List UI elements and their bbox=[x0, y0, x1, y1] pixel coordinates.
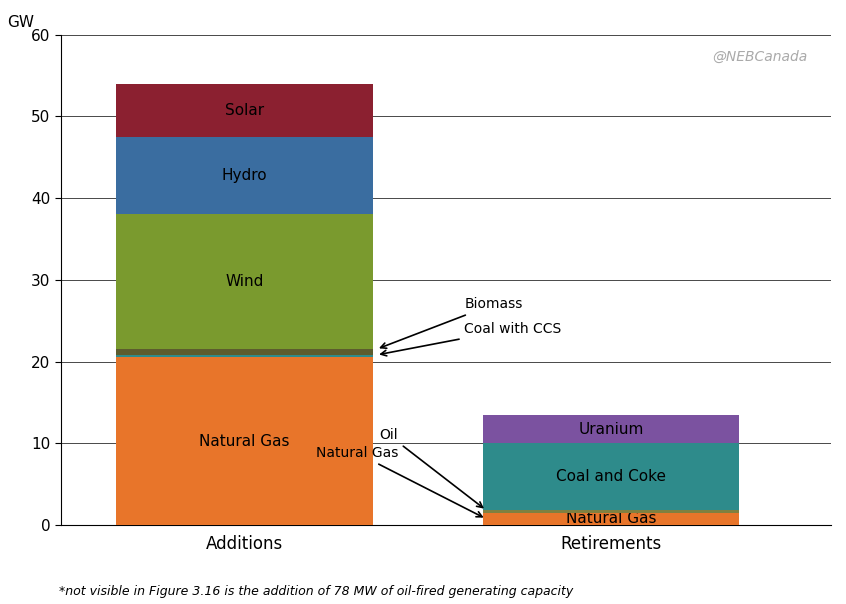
Bar bbox=[482, 415, 739, 443]
Text: Natural Gas: Natural Gas bbox=[199, 434, 289, 449]
Text: GW: GW bbox=[7, 14, 34, 30]
Text: Hydro: Hydro bbox=[222, 168, 267, 183]
Bar bbox=[116, 137, 372, 214]
Text: Biomass: Biomass bbox=[381, 297, 523, 349]
Bar bbox=[482, 443, 739, 510]
Text: Wind: Wind bbox=[225, 274, 263, 289]
Text: Coal with CCS: Coal with CCS bbox=[381, 322, 562, 356]
Bar bbox=[116, 214, 372, 349]
Bar bbox=[482, 513, 739, 525]
Text: *not visible in Figure 3.16 is the addition of 78 MW of oil-fired generating cap: *not visible in Figure 3.16 is the addit… bbox=[59, 585, 574, 598]
Text: @NEBCanada: @NEBCanada bbox=[712, 50, 808, 63]
Bar bbox=[482, 510, 739, 513]
Bar bbox=[116, 358, 372, 525]
Bar bbox=[116, 349, 372, 355]
Text: Natural Gas: Natural Gas bbox=[316, 446, 482, 517]
Bar bbox=[116, 84, 372, 137]
Text: Coal and Coke: Coal and Coke bbox=[556, 469, 666, 484]
Text: Oil: Oil bbox=[380, 428, 482, 507]
Text: Uranium: Uranium bbox=[579, 422, 644, 437]
Text: Natural Gas: Natural Gas bbox=[566, 512, 656, 527]
Text: Solar: Solar bbox=[225, 103, 264, 118]
Bar bbox=[116, 355, 372, 358]
